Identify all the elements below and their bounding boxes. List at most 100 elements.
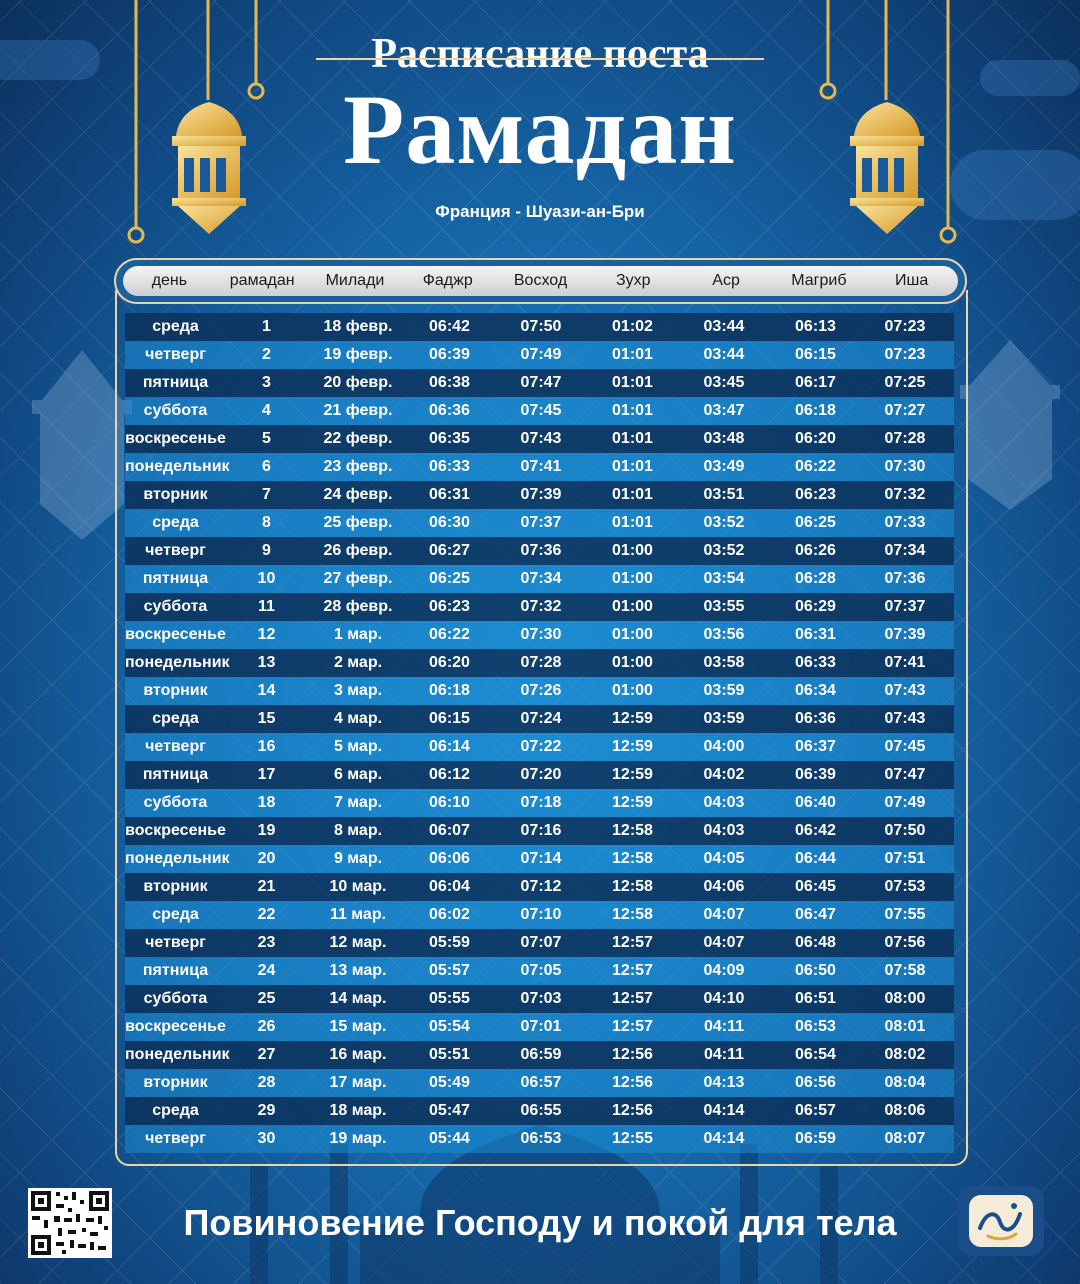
cell-maghrib: 06:57: [795, 1102, 836, 1119]
table-row: среда 15 4 мар. 06:15 07:24 12:59 03:59 06:36 07…: [125, 705, 954, 733]
cell-day: понедельник: [125, 458, 230, 475]
cell-dhuhr: 12:58: [612, 850, 653, 867]
cell-dhuhr: 01:00: [612, 542, 653, 559]
cell-asr: 03:59: [703, 682, 745, 699]
table-row: вторник 21 10 мар. 06:04 07:12 12:58 04:06 06:4…: [125, 873, 954, 901]
cell-ramadan: 5: [262, 430, 271, 447]
cell-maghrib: 06:53: [795, 1018, 836, 1035]
cell-miladi: 6 мар.: [333, 766, 383, 783]
cell-miladi: 24 февр.: [323, 486, 393, 503]
cell-isha: 07:51: [884, 850, 926, 867]
cell-fajr: 06:20: [429, 654, 470, 671]
cell-maghrib: 06:31: [795, 626, 836, 643]
cell-miladi: 8 мар.: [333, 822, 383, 839]
cell-fajr: 06:35: [429, 430, 470, 447]
pre-title: Расписание поста: [371, 31, 709, 77]
cell-ramadan: 16: [257, 738, 276, 755]
app-logo-icon: [969, 1195, 1033, 1247]
cell-fajr: 05:47: [429, 1102, 470, 1119]
cell-miladi: 4 мар.: [333, 710, 383, 727]
cell-day: среда: [152, 906, 199, 923]
cell-day: среда: [152, 318, 199, 335]
cell-sunrise: 07:32: [520, 598, 562, 615]
cell-maghrib: 06:17: [795, 374, 836, 391]
cell-sunrise: 07:18: [520, 794, 562, 811]
table-row: четверг 30 19 мар. 05:44 06:53 12:55 04:14 06:5…: [125, 1125, 954, 1153]
cell-isha: 07:41: [884, 654, 926, 671]
cell-miladi: 20 февр.: [323, 374, 393, 391]
cell-day: пятница: [142, 962, 209, 979]
cell-miladi: 18 мар.: [329, 1102, 387, 1119]
cell-sunrise: 07:24: [520, 710, 562, 727]
qr-code[interactable]: [28, 1188, 112, 1258]
cell-miladi: 28 февр.: [323, 598, 393, 615]
cell-asr: 04:11: [703, 1046, 745, 1063]
cell-dhuhr: 01:01: [612, 514, 653, 531]
cell-ramadan: 25: [257, 990, 276, 1007]
cell-dhuhr: 12:58: [612, 878, 653, 895]
cell-fajr: 05:44: [429, 1130, 470, 1147]
cell-fajr: 06:30: [429, 514, 470, 531]
cell-isha: 07:25: [884, 374, 926, 391]
cell-miladi: 27 февр.: [323, 570, 393, 587]
footer-slogan: Повиновение Господу и покой для тела: [183, 1202, 897, 1243]
cell-maghrib: 06:51: [795, 990, 836, 1007]
cell-day: вторник: [143, 1074, 208, 1091]
cell-dhuhr: 12:57: [612, 990, 653, 1007]
table-row: пятница 10 27 февр. 06:25 07:34 01:00 03:54 06:…: [125, 565, 954, 593]
table-row: понедельник 6 23 февр. 06:33 07:41 01:01 03:49…: [125, 453, 954, 481]
cell-maghrib: 06:25: [795, 514, 836, 531]
cell-isha: 07:33: [884, 514, 926, 531]
col-header-sunrise: Восход: [513, 272, 568, 289]
cell-day: суббота: [143, 402, 208, 419]
cell-asr: 03:45: [703, 374, 745, 391]
cell-miladi: 11 мар.: [329, 906, 387, 923]
cell-maghrib: 06:36: [795, 710, 836, 727]
cell-dhuhr: 01:01: [612, 430, 653, 447]
cell-maghrib: 06:59: [795, 1130, 836, 1147]
page-title: Рамадан: [343, 74, 737, 185]
table-row: среда 22 11 мар. 06:02 07:10 12:58 04:07 06:47 0…: [125, 901, 954, 929]
cell-ramadan: 10: [257, 570, 276, 587]
cell-isha: 08:07: [884, 1130, 926, 1147]
cell-fajr: 06:12: [429, 766, 470, 783]
cell-maghrib: 06:50: [795, 962, 836, 979]
cell-day: вторник: [143, 878, 208, 895]
cell-sunrise: 07:34: [520, 570, 562, 587]
cell-isha: 07:43: [884, 682, 926, 699]
cell-miladi: 7 мар.: [333, 794, 383, 811]
cell-sunrise: 07:43: [520, 430, 562, 447]
cell-asr: 03:52: [703, 542, 745, 559]
cell-day: воскресенье: [125, 822, 226, 839]
cell-miladi: 13 мар.: [329, 962, 387, 979]
cell-day: суббота: [143, 990, 208, 1007]
cell-fajr: 05:54: [429, 1018, 470, 1035]
cell-sunrise: 07:22: [520, 738, 562, 755]
cell-miladi: 9 мар.: [333, 850, 383, 867]
lantern-right-icon: [850, 102, 924, 234]
cell-isha: 07:34: [884, 542, 926, 559]
cell-miladi: 12 мар.: [329, 934, 387, 951]
cell-dhuhr: 01:00: [612, 598, 653, 615]
cell-ramadan: 12: [257, 626, 276, 643]
cell-dhuhr: 01:01: [612, 374, 653, 391]
col-header-maghrib: Магриб: [791, 272, 847, 289]
cell-fajr: 06:18: [429, 682, 470, 699]
cell-fajr: 06:14: [429, 738, 470, 755]
cell-isha: 07:50: [884, 822, 926, 839]
schedule-table: среда 1 18 февр. 06:42 07:50 01:02 03:44 06:13 0…: [125, 313, 954, 1153]
table-row: пятница 24 13 мар. 05:57 07:05 12:57 04:09 06:5…: [125, 957, 954, 985]
cell-ramadan: 17: [257, 766, 276, 783]
cell-fajr: 05:55: [429, 990, 470, 1007]
app-logo[interactable]: [958, 1186, 1044, 1256]
cell-miladi: 1 мар.: [333, 626, 383, 643]
cell-day: четверг: [145, 934, 206, 951]
cell-isha: 07:53: [884, 878, 926, 895]
cell-sunrise: 07:39: [520, 486, 562, 503]
cell-maghrib: 06:56: [795, 1074, 836, 1091]
cell-sunrise: 07:28: [520, 654, 562, 671]
cell-dhuhr: 12:59: [612, 710, 653, 727]
cell-maghrib: 06:20: [795, 430, 836, 447]
cell-miladi: 21 февр.: [323, 402, 393, 419]
cell-isha: 07:37: [884, 598, 926, 615]
